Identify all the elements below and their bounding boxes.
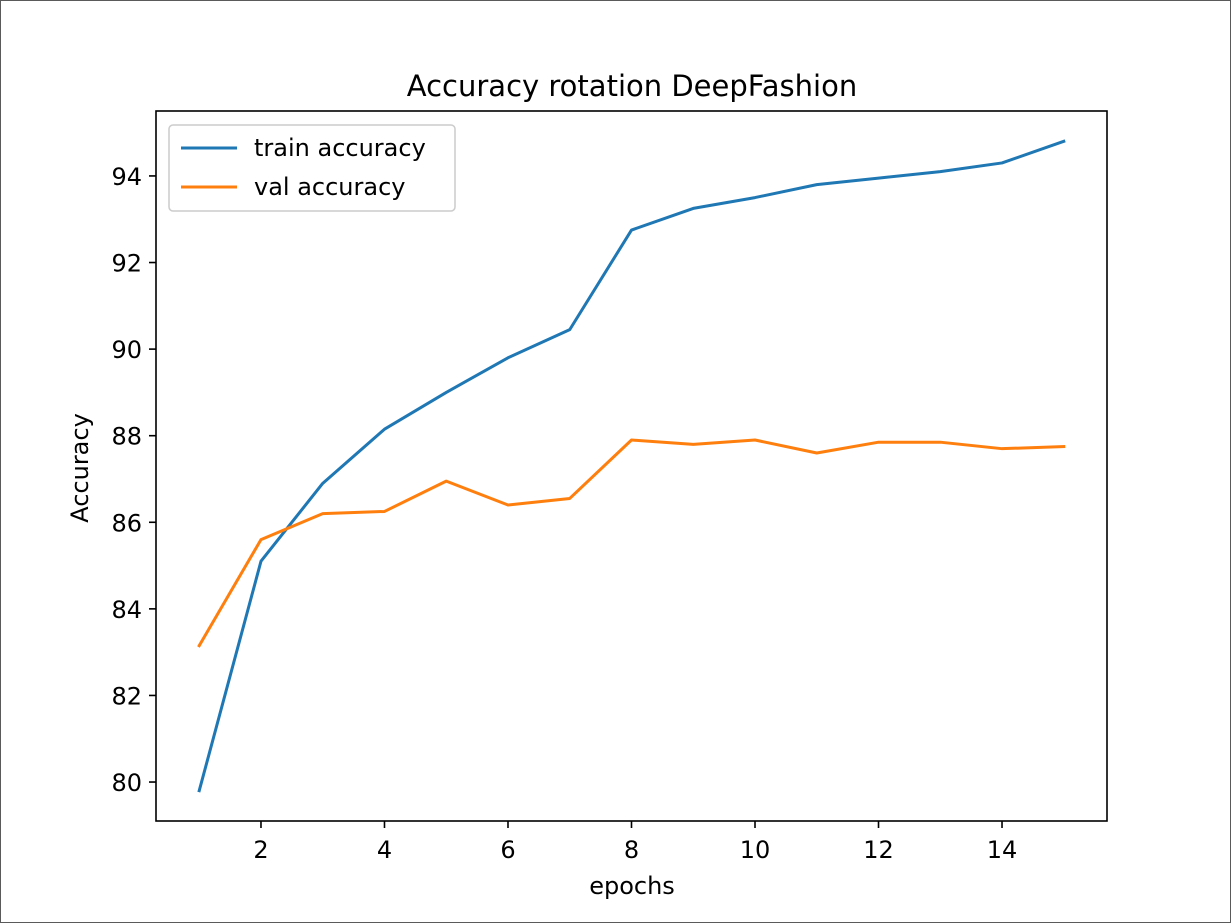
x-axis-title: epochs [589, 872, 675, 900]
x-tick-label: 8 [624, 836, 639, 864]
series-train-accuracy [197, 139, 1066, 793]
x-tick-label: 12 [863, 836, 894, 864]
x-tick-label: 6 [500, 836, 515, 864]
y-tick-label: 86 [111, 509, 142, 537]
legend-box [168, 124, 456, 212]
chart-title: Accuracy rotation DeepFashion [407, 69, 857, 103]
y-tick-label: 88 [111, 423, 142, 451]
y-tick-label: 80 [111, 769, 142, 797]
plot-area-frame [155, 110, 1108, 822]
series-layer [197, 139, 1066, 793]
y-tick-label: 92 [111, 250, 142, 278]
y-tick-label: 94 [111, 163, 142, 191]
series-line-val-accuracy [197, 438, 1066, 648]
x-tick-label: 10 [740, 836, 771, 864]
series-line-train-accuracy [197, 139, 1066, 793]
legend-label-val-accuracy: val accuracy [254, 173, 406, 201]
y-tick-label: 82 [111, 682, 142, 710]
y-tick-label: 84 [111, 596, 142, 624]
legend-label-train-accuracy: train accuracy [254, 134, 426, 162]
y-axis-title: Accuracy [66, 413, 94, 523]
x-axis: 2 4 6 8 10 12 14 [253, 821, 1017, 864]
y-axis: 80 82 84 86 88 90 92 94 [111, 163, 156, 797]
y-tick-label: 90 [111, 336, 142, 364]
x-tick-label: 14 [987, 836, 1018, 864]
x-tick-label: 4 [377, 836, 392, 864]
x-tick-label: 2 [253, 836, 268, 864]
legend: train accuracy val accuracy [168, 124, 456, 212]
series-val-accuracy [197, 438, 1066, 648]
